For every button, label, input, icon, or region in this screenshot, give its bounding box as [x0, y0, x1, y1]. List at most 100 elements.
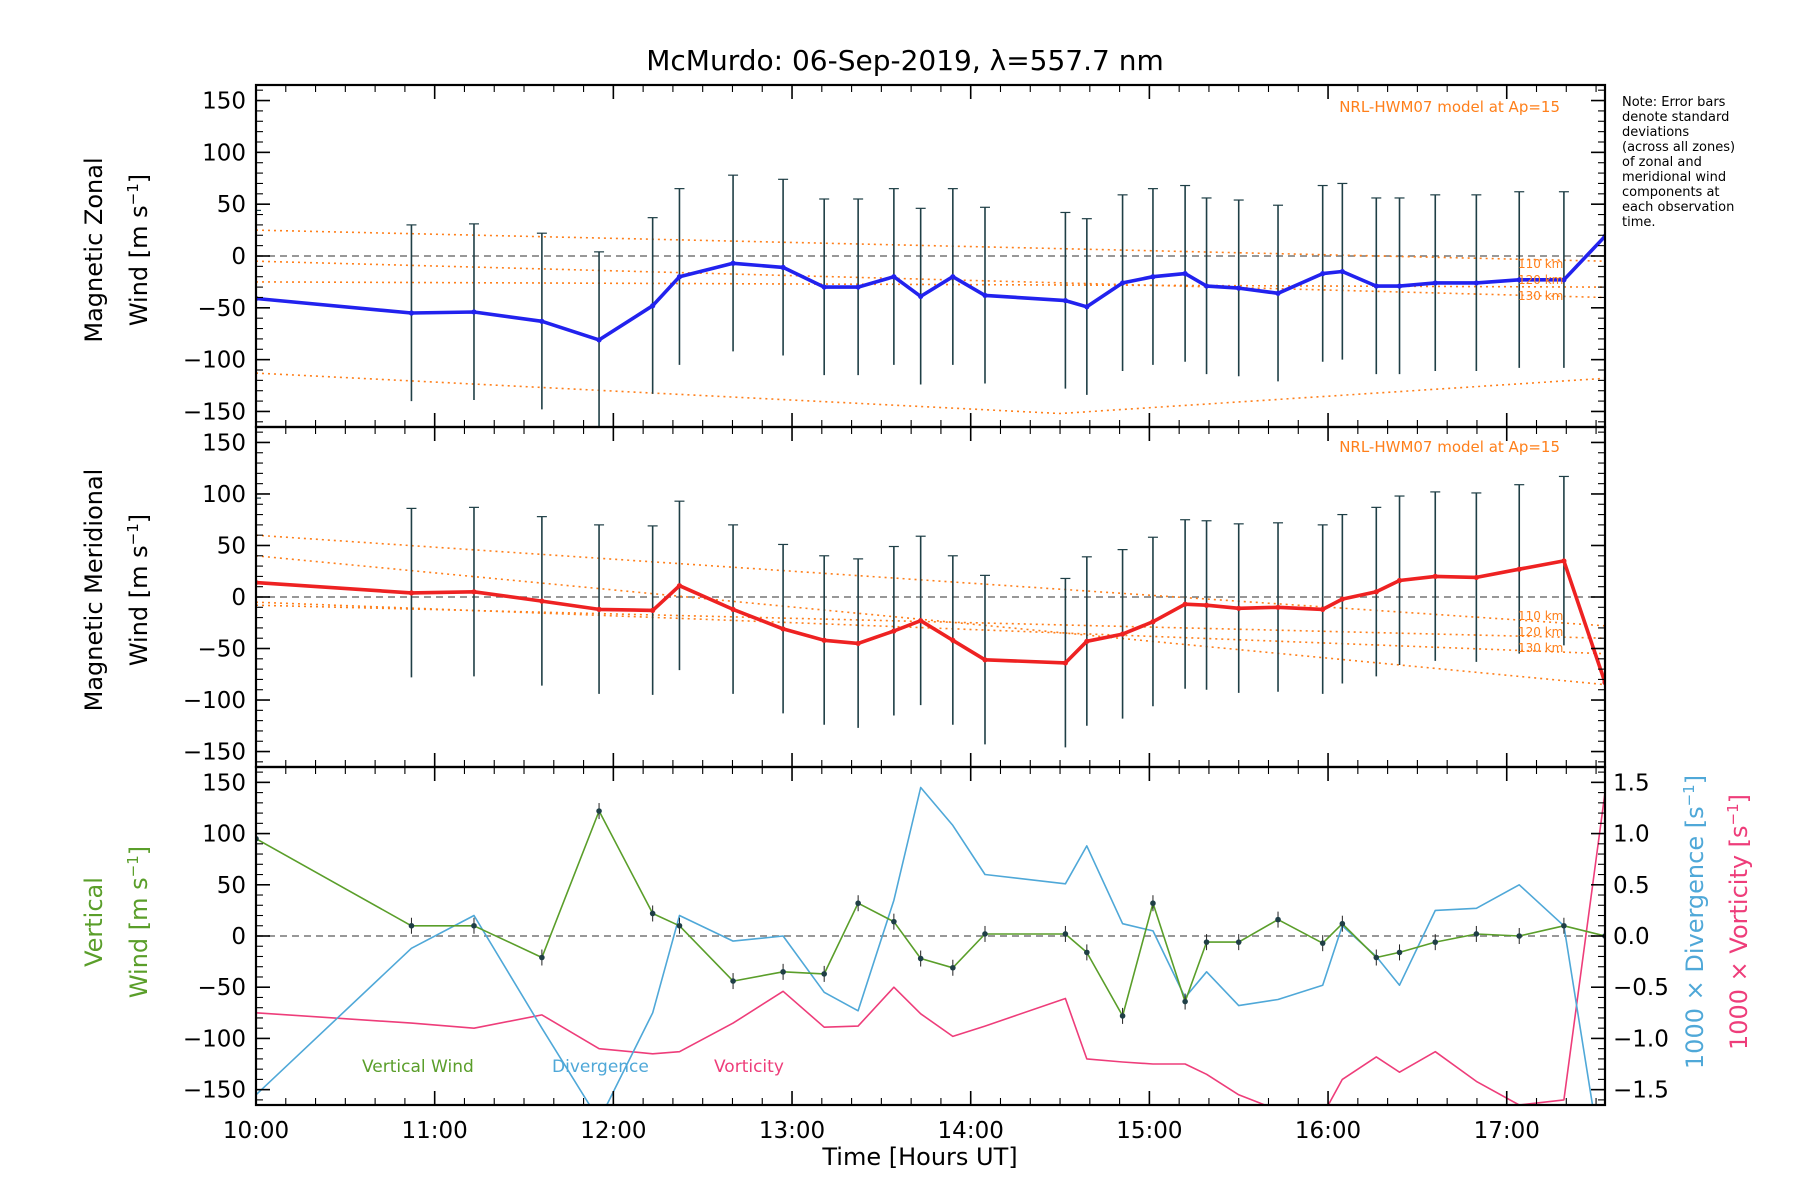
zonal-y-label-line1: Magnetic Zonal	[80, 157, 108, 342]
vertical-wind-point	[1275, 916, 1281, 923]
zonal-wind-point	[1182, 271, 1188, 277]
vertical-wind-point	[917, 955, 924, 962]
vertical-wind-point	[1516, 933, 1523, 939]
y-tick-label: −100	[183, 1026, 246, 1052]
vertical-wind-point	[408, 922, 415, 929]
meridional-wind-point	[982, 657, 988, 663]
zonal-wind-point	[1275, 290, 1281, 296]
vertical-wind-point	[1432, 939, 1439, 945]
meridional-wind-point	[1561, 558, 1567, 564]
y2-tick-label: 1.0	[1613, 822, 1650, 848]
units-close: ]	[1725, 794, 1753, 803]
model-curve	[256, 372, 1605, 415]
divergence-line	[256, 786, 1594, 1105]
vertical-wind-point	[982, 931, 988, 937]
vorticity-y-label-text: 1000 × Vorticity [s−1]	[1724, 794, 1753, 1050]
meridional-wind-point	[1119, 631, 1126, 637]
units-sup: −1	[124, 855, 142, 877]
y-tick-label: −50	[197, 296, 246, 322]
units-text: 1000 × Vorticity [s	[1725, 825, 1753, 1050]
zonal-wind-point	[891, 274, 897, 280]
meridional-y-label: Magnetic Meridional Wind [m s−1]	[80, 469, 153, 712]
meridional-wind-point	[891, 628, 897, 634]
panel-2-data	[256, 786, 1605, 1105]
model-height-label: 110 km	[1518, 609, 1563, 623]
meridional-wind-point	[1275, 604, 1281, 610]
divergence-y-label: 1000 × Divergence [s−1]	[1680, 775, 1709, 1069]
meridional-y-label-line1: Magnetic Meridional	[80, 469, 108, 712]
vertical-wind-point	[1396, 949, 1403, 956]
meridional-wind-point	[1396, 577, 1403, 584]
note-line: components at	[1622, 185, 1720, 200]
vertical-wind-point	[1150, 900, 1156, 907]
units-close: ]	[125, 514, 153, 523]
panel-0-data	[256, 174, 1605, 427]
note-line: (across all zones)	[1622, 140, 1735, 155]
vertical-wind-point	[1473, 931, 1480, 937]
vertical-wind-point	[1319, 940, 1326, 946]
legend-divergence: Divergence	[552, 1057, 649, 1077]
meridional-wind-point	[730, 606, 736, 612]
meridional-y-label-line2: Wind [m s−1]	[124, 514, 153, 666]
model-height-labels-meridional: 110 km 120 km 130 km	[1518, 609, 1563, 655]
vertical-wind-point	[1182, 998, 1188, 1005]
x-tick-label: 12:00	[580, 1118, 646, 1144]
meridional-wind-line	[256, 559, 1605, 684]
vertical-wind-point	[649, 910, 656, 917]
y2-tick-label: 0.5	[1613, 873, 1650, 899]
vertical-y-label-line1: Vertical	[80, 877, 108, 967]
y2-tick-label: −1.0	[1613, 1026, 1669, 1052]
zonal-wind-point	[1339, 268, 1345, 275]
zonal-wind-point	[676, 274, 683, 280]
units-sup: −1	[124, 183, 142, 205]
units-sup: −1	[124, 523, 142, 545]
vertical-wind-point	[1084, 949, 1090, 956]
meridional-wind-point	[1373, 589, 1379, 595]
vertical-wind-point	[596, 808, 602, 814]
zonal-wind-point	[1473, 280, 1479, 286]
units-text: Wind [m s	[125, 205, 153, 326]
chart-title: McMurdo: 06-Sep-2019, λ=557.7 nm	[646, 44, 1164, 77]
meridional-wind-point	[676, 583, 683, 589]
zonal-wind-point	[1150, 274, 1156, 280]
note-line: of zonal and	[1622, 155, 1702, 170]
legend-vertical-wind: Vertical Wind	[362, 1057, 474, 1077]
zonal-wind-line	[256, 235, 1605, 342]
model-height-label: 110 km	[1518, 257, 1563, 271]
model-label-meridional: NRL-HWM07 model at Ap=15	[1339, 438, 1560, 456]
legend: Vertical Wind Divergence Vorticity	[362, 1057, 784, 1077]
vertical-wind-point	[1561, 922, 1567, 929]
y2-tick-label: −0.5	[1613, 975, 1669, 1001]
zonal-wind-point	[471, 309, 477, 315]
meridional-wind-point	[1320, 606, 1326, 612]
y-tick-label: 150	[202, 89, 246, 115]
axes-layer: 150 100 50 0 −50 −100 −150 150 100 50 0 −50 −100 −150…	[183, 83, 1669, 1144]
vertical-wind-line	[256, 810, 1605, 1017]
vertical-wind-point	[539, 954, 545, 961]
vertical-wind-point	[1203, 939, 1210, 945]
y-tick-label: −150	[183, 1078, 246, 1104]
data-layer	[256, 174, 1605, 1105]
units-sup: −1	[1724, 803, 1742, 825]
meridional-wind-point	[780, 626, 786, 632]
x-axis-label: Time [Hours UT]	[821, 1143, 1017, 1171]
legend-vorticity: Vorticity	[714, 1057, 784, 1077]
zonal-wind-point	[539, 318, 545, 324]
zonal-wind-point	[982, 292, 988, 298]
note-line: deviations	[1622, 125, 1689, 140]
note-line: denote standard	[1622, 110, 1729, 125]
model-height-label: 120 km	[1518, 625, 1563, 639]
y-tick-label: −100	[183, 348, 246, 374]
zonal-wind-point	[1561, 277, 1567, 283]
meridional-wind-point	[539, 598, 545, 604]
model-height-labels-zonal: 110 km 120 km 130 km	[1518, 257, 1563, 303]
meridional-wind-point	[950, 637, 956, 643]
x-tick-label: 17:00	[1474, 1118, 1540, 1144]
meridional-wind-point	[1062, 660, 1068, 666]
meridional-wind-point	[1150, 619, 1156, 625]
meridional-wind-point	[1473, 574, 1479, 581]
meridional-wind-point	[408, 590, 415, 596]
meridional-wind-point	[918, 618, 924, 624]
x-tick-label: 16:00	[1295, 1118, 1361, 1144]
y-tick-label: 0	[231, 244, 246, 270]
